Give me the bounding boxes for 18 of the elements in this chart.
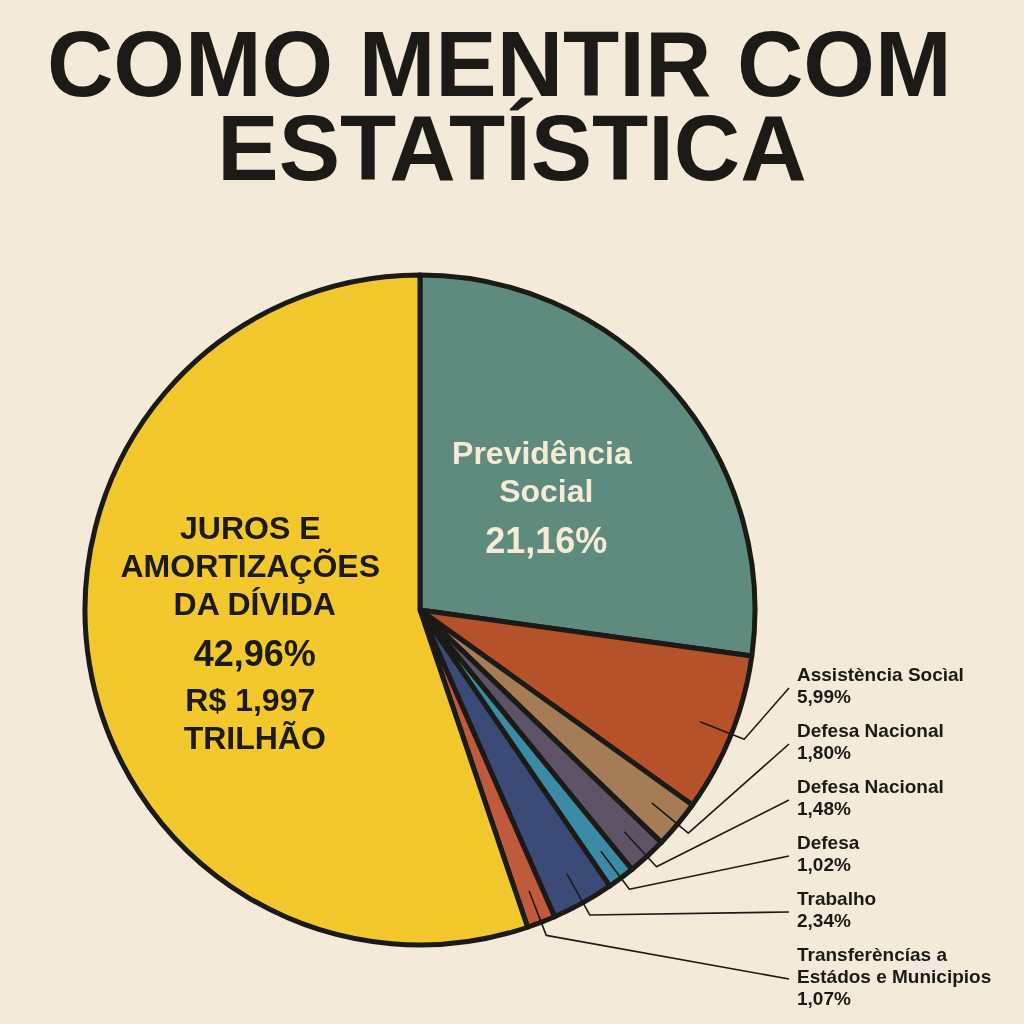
data-label: 21,16% [485, 519, 608, 561]
slice-label: Defesa Nacional [797, 720, 950, 742]
slice-label: Previdência Social [452, 434, 641, 509]
data-label: 1,80% [797, 742, 851, 764]
slice-label: Defesa [797, 832, 865, 854]
data-label: 1,07% [797, 988, 851, 1010]
chart-title: COMO MENTIR COM ESTATÍSTICA [46, 13, 978, 199]
slice-label: Transferèncías a Estádos e Municipios [797, 944, 997, 988]
slice-label: Trabalho [797, 888, 882, 910]
data-label: 5,99% [797, 686, 851, 708]
data-label: 1,02% [797, 854, 851, 876]
data-label: 2,34% [797, 910, 851, 932]
slice-label: Defesa Nacional [797, 776, 950, 798]
slice-label: JUROS E AMORTIZAÇÕES DA DÍVIDA [120, 509, 389, 622]
slice-label: Assistència Socìal [797, 664, 970, 686]
data-label: 1,48% [797, 798, 851, 820]
text: R$ 1,997 TRILHÃO [183, 681, 326, 756]
data-label: 42,96% [193, 633, 316, 675]
